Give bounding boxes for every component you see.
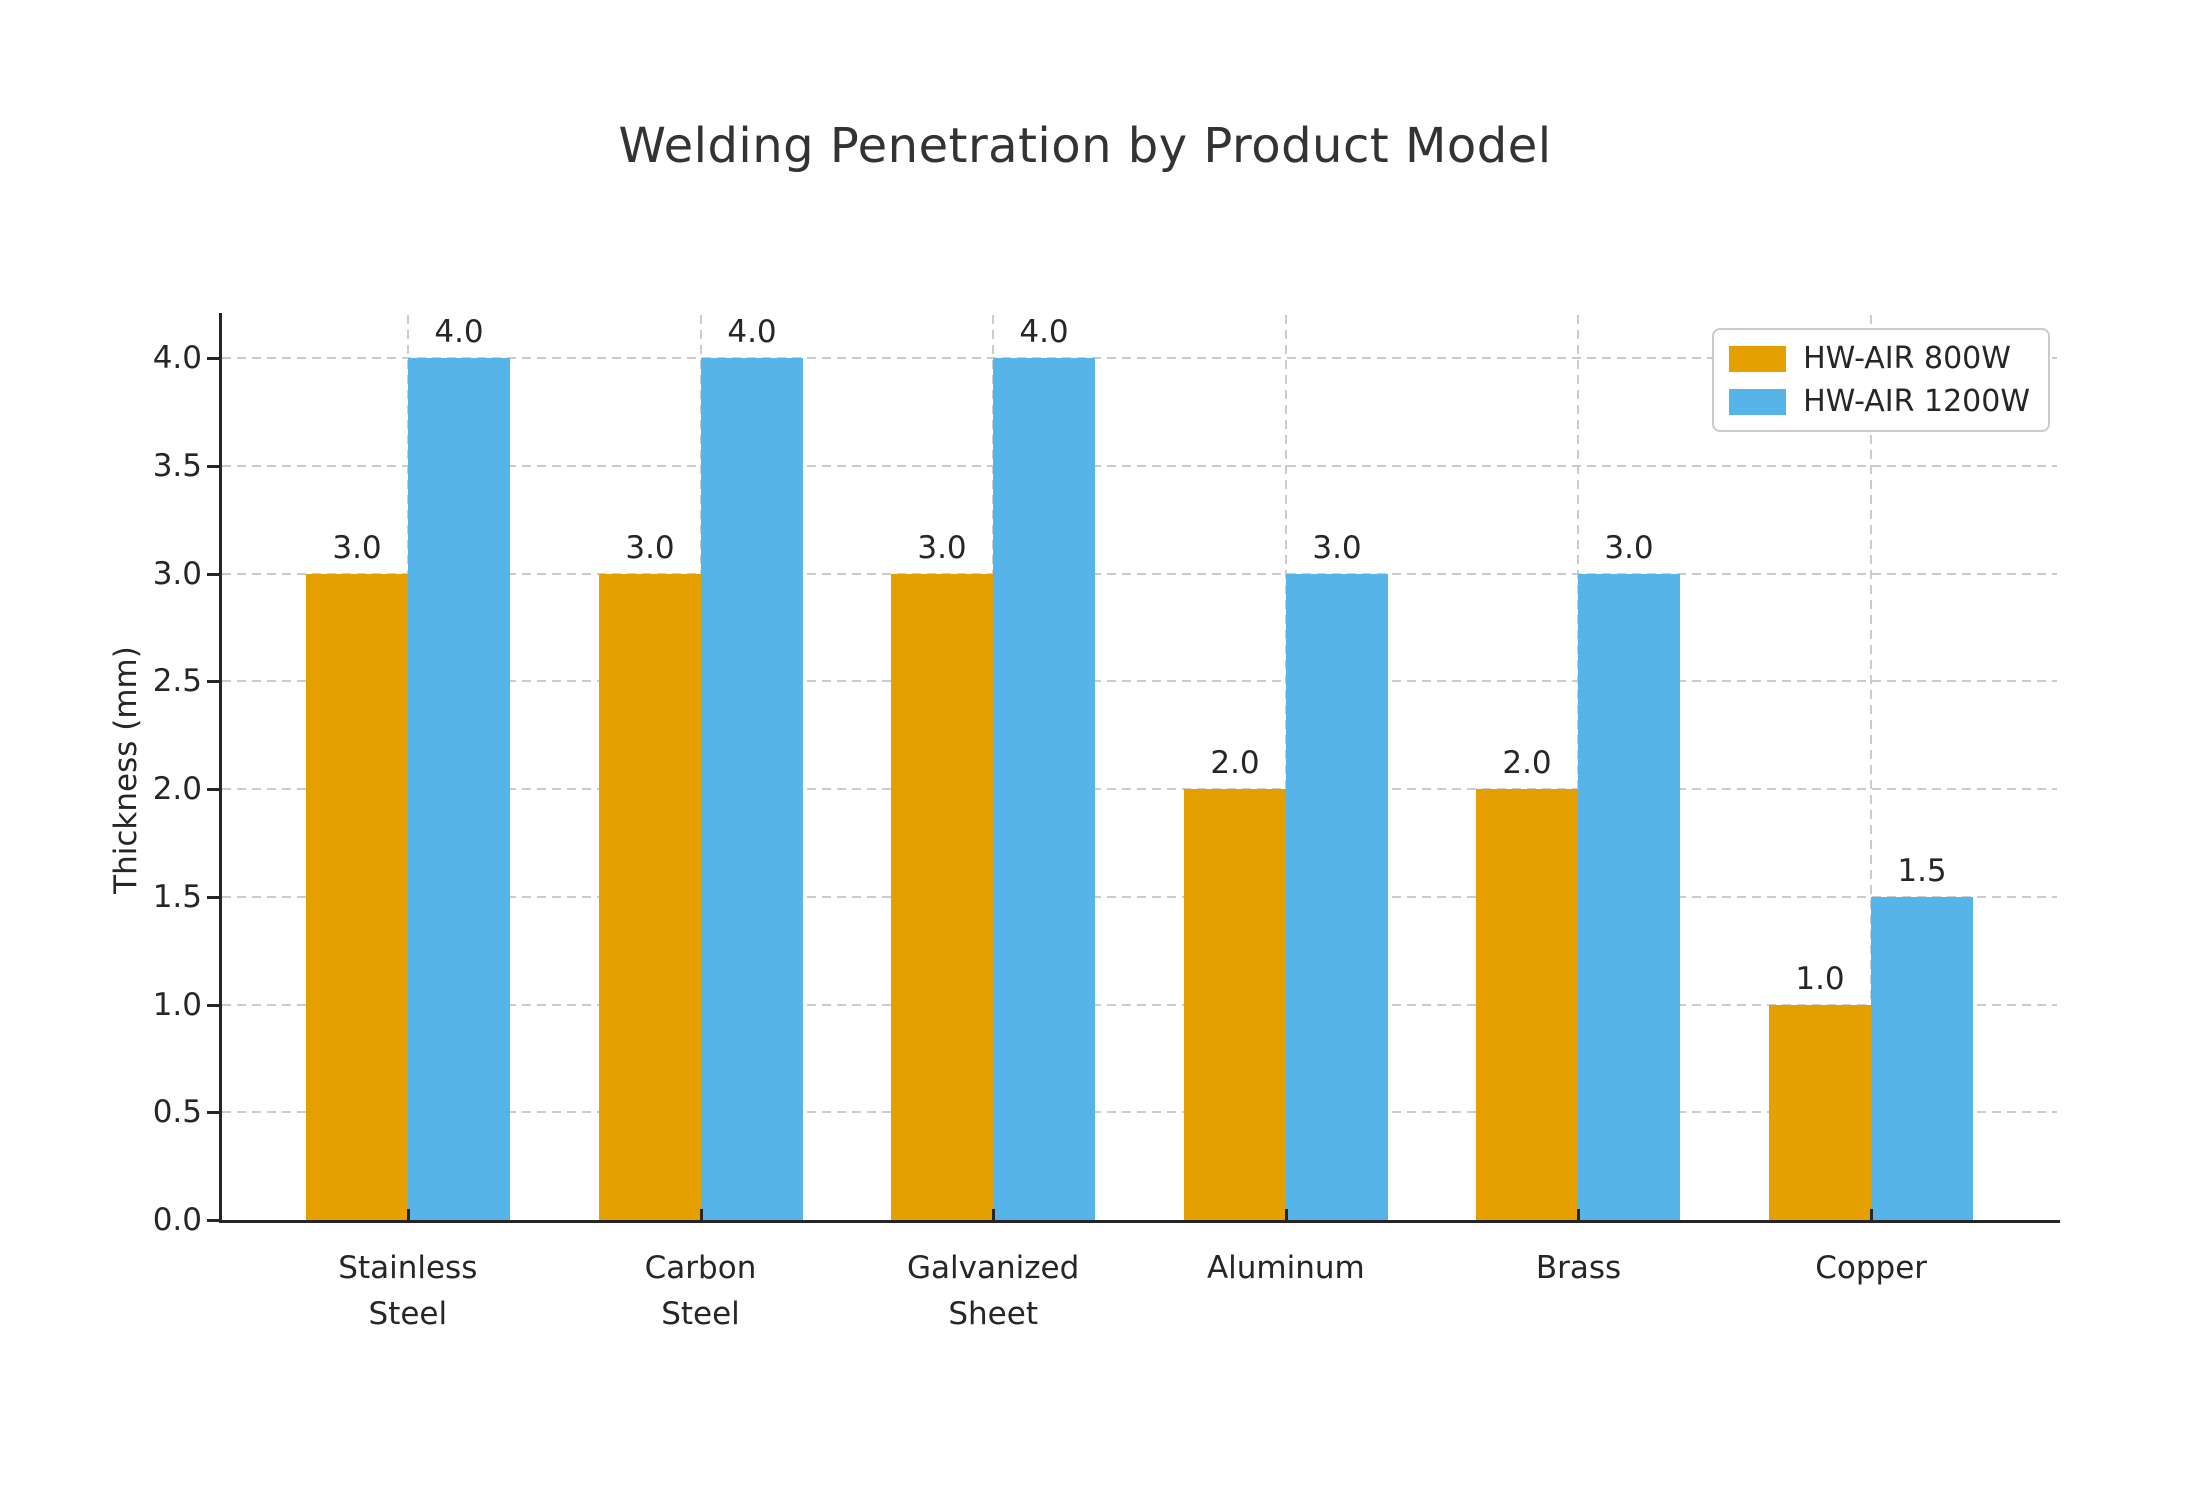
- category-label: Aluminum: [1126, 1245, 1446, 1291]
- bar: [1769, 1005, 1871, 1220]
- grid-line-x: [1870, 315, 1873, 1220]
- chart-title: Welding Penetration by Product Model: [618, 118, 1552, 174]
- bar: [993, 358, 1095, 1220]
- y-tick-mark: [207, 572, 222, 576]
- category-label-line: Aluminum: [1206, 1250, 1365, 1286]
- bar: [891, 574, 993, 1220]
- bar: [599, 574, 701, 1220]
- y-tick-mark: [207, 1003, 222, 1007]
- category-label-line: Galvanized: [907, 1250, 1080, 1286]
- grid-line-y: [222, 680, 2057, 683]
- y-tick-label: 2.5: [152, 663, 202, 700]
- bar-value-label: 2.0: [1502, 745, 1552, 781]
- bar-value-label: 3.0: [332, 530, 382, 566]
- bar-value-label: 1.5: [1897, 853, 1947, 889]
- y-tick-label: 0.0: [152, 1202, 202, 1238]
- legend-swatch: [1729, 345, 1787, 372]
- y-tick-label: 0.5: [152, 1094, 202, 1131]
- category-label-line: Copper: [1815, 1250, 1928, 1286]
- bar-value-label: 3.0: [1312, 530, 1362, 566]
- legend-label: HW-AIR 800W: [1803, 341, 2011, 376]
- x-tick-mark: [406, 1209, 410, 1220]
- bar: [1871, 897, 1973, 1220]
- y-tick-mark: [207, 1111, 222, 1115]
- category-label-line: Sheet: [948, 1296, 1038, 1332]
- bar: [701, 358, 803, 1220]
- category-label-line: Carbon: [644, 1250, 757, 1286]
- bar-value-label: 4.0: [727, 314, 777, 350]
- category-label: Carbon Steel: [541, 1245, 861, 1337]
- x-tick-mark: [699, 1209, 703, 1220]
- y-tick-label: 3.5: [152, 447, 202, 484]
- plot-spines: [219, 313, 2060, 1223]
- bar: [1578, 574, 1680, 1220]
- x-tick-mark: [1870, 1209, 1874, 1220]
- y-tick-mark: [207, 357, 222, 361]
- bar: [1286, 574, 1388, 1220]
- category-label: Stainless Steel: [248, 1245, 568, 1337]
- y-tick-mark: [207, 1219, 222, 1222]
- grid-line-x: [1284, 315, 1287, 1220]
- y-tick-label: 4.0: [152, 340, 202, 377]
- grid-line-y: [222, 464, 2057, 467]
- category-label: Copper: [1711, 1245, 2031, 1291]
- bar: [408, 358, 510, 1220]
- grid-line-y: [222, 1111, 2057, 1114]
- y-tick-mark: [207, 680, 222, 684]
- x-tick-mark: [992, 1209, 996, 1220]
- bar-value-label: 1.0: [1795, 961, 1845, 997]
- bar-value-label: 3.0: [625, 530, 675, 566]
- category-label-line: Steel: [661, 1296, 740, 1332]
- y-tick-mark: [207, 464, 222, 468]
- bar: [1184, 789, 1286, 1220]
- grid-line-y: [222, 1003, 2057, 1006]
- grid-line-y: [222, 788, 2057, 791]
- bar-value-label: 3.0: [1604, 530, 1654, 566]
- category-label: Galvanized Sheet: [833, 1245, 1153, 1337]
- bar-value-label: 4.0: [434, 314, 484, 350]
- category-label: Brass: [1418, 1245, 1738, 1291]
- y-tick-mark: [207, 788, 222, 792]
- bar-value-label: 4.0: [1019, 314, 1069, 350]
- bar: [306, 574, 408, 1220]
- bar: [1476, 789, 1578, 1220]
- legend-swatch: [1729, 388, 1787, 415]
- x-tick-mark: [1577, 1209, 1581, 1220]
- grid-line-y: [222, 895, 2057, 898]
- category-label-line: Stainless: [338, 1250, 478, 1286]
- grid-line-y: [222, 572, 2057, 575]
- legend: HW-AIR 800W HW-AIR 1200W: [1712, 328, 2050, 432]
- y-tick-label: 1.5: [152, 878, 202, 915]
- y-tick-label: 2.0: [152, 771, 202, 808]
- y-tick-mark: [207, 895, 222, 899]
- grid-line-y: [222, 357, 2057, 360]
- bar-value-label: 3.0: [917, 530, 967, 566]
- category-label-line: Steel: [368, 1296, 448, 1332]
- x-tick-mark: [1284, 1209, 1288, 1220]
- y-tick-label: 1.0: [152, 986, 202, 1023]
- legend-item: HW-AIR 800W: [1729, 341, 2030, 376]
- category-label-line: Brass: [1535, 1250, 1622, 1286]
- legend-item: HW-AIR 1200W: [1729, 384, 2030, 419]
- y-tick-label: 3.0: [152, 555, 202, 592]
- legend-label: HW-AIR 1200W: [1803, 384, 2030, 419]
- bar-value-label: 2.0: [1210, 745, 1260, 781]
